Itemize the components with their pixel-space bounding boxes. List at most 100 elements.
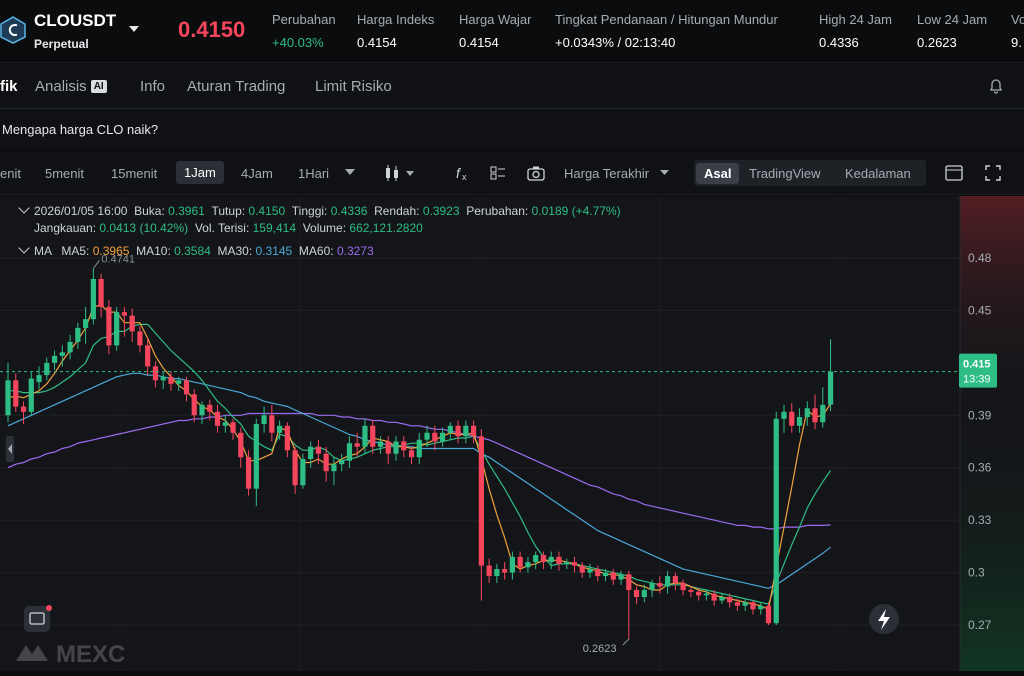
candle — [199, 401, 205, 425]
candles — [5, 268, 834, 639]
max-annotation-leader — [92, 260, 100, 269]
low-value: 0.3923 — [422, 204, 460, 218]
interval-1d[interactable]: 1Hari — [298, 166, 330, 181]
candle — [28, 371, 34, 416]
quick-trade-button[interactable] — [869, 604, 899, 634]
candle-body — [447, 425, 453, 433]
stat-funding-rate[interactable]: Tingkat Pendanaan / Hitungan Mundur +0.0… — [555, 12, 778, 50]
clo-coin-logo-icon — [0, 16, 26, 44]
candle — [214, 404, 221, 433]
tab-grafik[interactable]: fik — [0, 78, 18, 95]
candle — [820, 387, 826, 428]
ma-collapse-chevron-icon[interactable] — [18, 242, 30, 254]
tab-info[interactable]: Info — [140, 78, 166, 95]
candle — [408, 446, 415, 465]
candle — [75, 322, 81, 349]
close-value: 0.4150 — [248, 204, 286, 218]
symbol-name[interactable]: CLOUSDT — [34, 11, 117, 30]
ma10-value: 0.3584 — [174, 244, 211, 258]
view-tradingview[interactable]: TradingView — [749, 166, 821, 181]
ma30-label: MA30: — [217, 244, 253, 258]
candle — [300, 453, 306, 489]
candle — [742, 598, 748, 612]
candle-body — [90, 278, 96, 320]
tab-trading-rules[interactable]: Aturan Trading — [187, 78, 286, 95]
scroll-left-chevron-icon[interactable] — [8, 444, 12, 454]
candle — [230, 418, 236, 440]
candle — [277, 420, 283, 440]
bell-icon[interactable] — [988, 78, 1004, 94]
tab-risk-limit[interactable]: Limit Risiko — [315, 78, 392, 95]
candle-body — [277, 425, 283, 433]
high-label: Tinggi: — [291, 204, 328, 218]
candle-body — [711, 593, 717, 601]
candle — [207, 399, 213, 421]
camera-screenshot-icon[interactable] — [527, 165, 545, 181]
candle-body — [207, 404, 213, 412]
candle-body — [401, 441, 407, 451]
candle — [533, 551, 539, 570]
symbol-dropdown-chevron-icon[interactable] — [129, 26, 139, 32]
candle-body — [20, 406, 27, 412]
candle — [556, 551, 562, 571]
candle-body — [230, 422, 236, 433]
candle-body — [502, 569, 508, 573]
candle-body — [168, 376, 174, 384]
fullscreen-icon[interactable] — [985, 165, 1001, 181]
candle — [346, 436, 353, 468]
kline-chart-area[interactable]: 0.48 0.45 0.39 0.36 0.33 0.3 0.27 0.415 13:39 0… — [0, 196, 1024, 671]
list-settings-icon[interactable] — [490, 165, 506, 181]
stat-value: +40.03% — [272, 35, 324, 50]
interval-4h[interactable]: 4Jam — [241, 166, 273, 181]
candle-body — [67, 341, 73, 353]
candle-body — [222, 422, 228, 426]
candle — [90, 268, 96, 325]
candle — [804, 401, 810, 426]
candle-body — [121, 312, 127, 316]
candle — [121, 306, 127, 337]
candle-body — [28, 378, 34, 412]
candle — [789, 403, 795, 433]
layout-panel-icon[interactable] — [945, 165, 963, 181]
candle — [401, 436, 407, 458]
why-price-rising-text[interactable]: Mengapa harga CLO naik? — [2, 122, 159, 137]
more-intervals-chevron-icon[interactable] — [345, 169, 355, 177]
close-label: Tutup: — [211, 204, 246, 218]
interval-15min[interactable]: 15menit — [111, 166, 158, 181]
candle-type-icon[interactable] — [384, 164, 418, 182]
candle-body — [765, 605, 772, 624]
candle-body — [533, 555, 539, 563]
interval-5min[interactable]: 5menit — [45, 166, 85, 181]
why-price-rising-banner[interactable]: Mengapa harga CLO naik? — [0, 110, 1024, 148]
candle-body — [750, 602, 756, 610]
ma30-value: 0.3145 — [255, 244, 293, 258]
stat-volume-truncated: Vo 9. — [1011, 12, 1024, 50]
candle — [773, 411, 779, 625]
price-tick-label: 0.48 — [968, 251, 992, 265]
price-tick-label: 0.33 — [968, 513, 992, 527]
candle — [323, 446, 329, 482]
candle-body — [471, 425, 477, 437]
view-original[interactable]: Asal — [696, 163, 740, 184]
chart-settings-button[interactable] — [24, 605, 52, 632]
candle-body — [796, 417, 803, 426]
candle — [719, 593, 725, 605]
candle — [703, 590, 709, 601]
interval-1h[interactable]: 1Jam — [176, 161, 224, 184]
candle-body — [610, 572, 616, 580]
candle-body — [804, 408, 810, 418]
candle-body — [245, 457, 252, 489]
candle-body — [416, 439, 422, 458]
candle-body — [812, 408, 818, 423]
candle-body — [734, 602, 741, 606]
view-depth[interactable]: Kedalaman — [845, 166, 911, 181]
interval-1min[interactable]: enit — [0, 166, 21, 181]
price-type-chevron-icon[interactable] — [660, 170, 669, 176]
price-type-select[interactable]: Harga Terakhir — [564, 166, 650, 181]
tab-analisis[interactable]: Analisis AI — [35, 78, 107, 95]
candle — [696, 588, 702, 601]
ma60-line — [7, 412, 831, 530]
candlestick-chart[interactable]: 0.48 0.45 0.39 0.36 0.33 0.3 0.27 0.415 13:39 0… — [0, 196, 1024, 671]
collapse-chevron-icon[interactable] — [18, 202, 30, 214]
